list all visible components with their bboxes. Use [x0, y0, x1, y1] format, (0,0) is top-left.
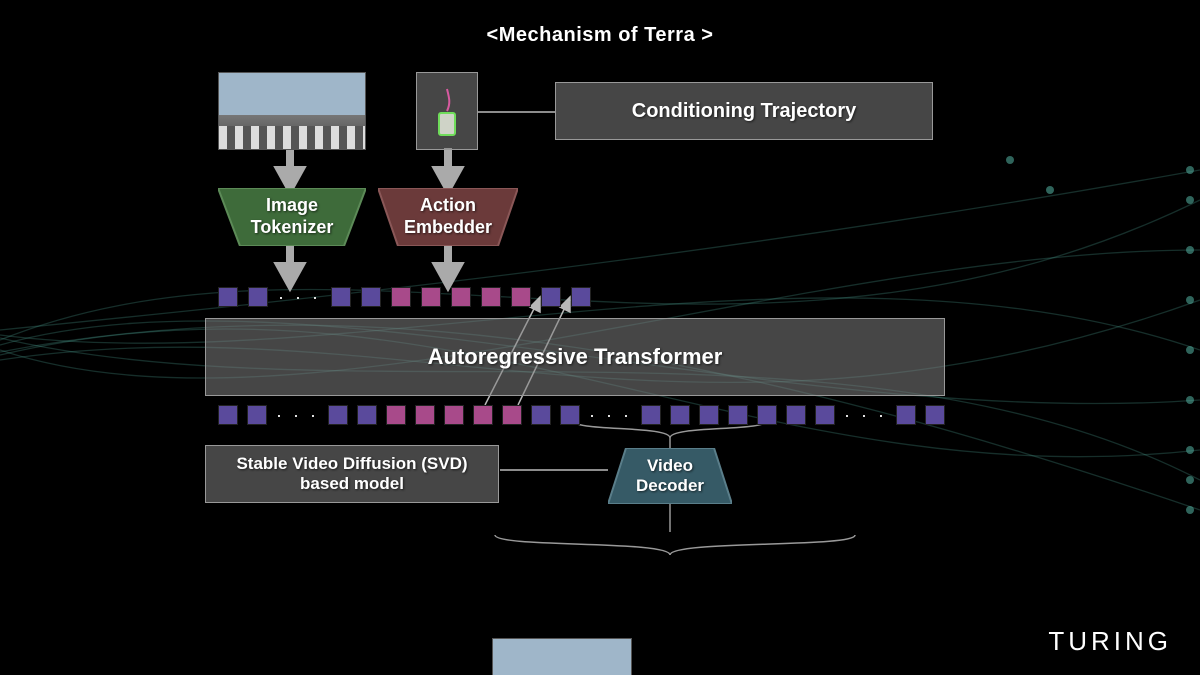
token-purple — [560, 405, 580, 425]
trajectory-glyph-icon — [427, 83, 467, 139]
input-frame-thumbnail — [218, 72, 366, 150]
diagram-canvas: <Mechanism of Terra > Conditioning Traje… — [0, 0, 1200, 675]
token-magenta — [386, 405, 406, 425]
token-ellipsis: · · · — [589, 405, 632, 426]
token-purple — [757, 405, 777, 425]
token-purple — [670, 405, 690, 425]
diagram-title: <Mechanism of Terra > — [0, 24, 1200, 47]
token-purple — [218, 287, 238, 307]
token-purple — [925, 405, 945, 425]
token-magenta — [421, 287, 441, 307]
image-tokenizer-label: Image Tokenizer — [251, 195, 334, 238]
token-magenta — [481, 287, 501, 307]
token-purple — [357, 405, 377, 425]
output-frame-1 — [492, 638, 632, 675]
svd-box: Stable Video Diffusion (SVD) based model — [205, 445, 499, 503]
token-purple — [786, 405, 806, 425]
token-magenta — [473, 405, 493, 425]
token-purple — [571, 287, 591, 307]
token-purple — [247, 405, 267, 425]
conditioning-trajectory-label: Conditioning Trajectory — [632, 99, 856, 123]
token-purple — [361, 287, 381, 307]
token-magenta — [444, 405, 464, 425]
token-purple — [641, 405, 661, 425]
token-purple — [531, 405, 551, 425]
token-purple — [331, 287, 351, 307]
token-magenta — [415, 405, 435, 425]
token-purple — [699, 405, 719, 425]
autoregressive-transformer-label: Autoregressive Transformer — [428, 344, 723, 370]
token-purple — [728, 405, 748, 425]
token-purple — [328, 405, 348, 425]
conditioning-trajectory-box: Conditioning Trajectory — [555, 82, 933, 140]
bottom-token-row: · · · · · · · · · — [218, 404, 945, 426]
token-magenta — [502, 405, 522, 425]
token-purple — [248, 287, 268, 307]
token-magenta — [511, 287, 531, 307]
trajectory-glyph-box — [416, 72, 478, 150]
token-purple — [815, 405, 835, 425]
token-ellipsis: · · · — [276, 405, 319, 426]
token-purple — [896, 405, 916, 425]
token-magenta — [451, 287, 471, 307]
svd-label: Stable Video Diffusion (SVD) based model — [236, 454, 467, 495]
token-ellipsis: · · · — [844, 405, 887, 426]
action-embedder-label: Action Embedder — [404, 195, 492, 238]
token-ellipsis: · · · — [278, 287, 321, 308]
top-token-row: · · · — [218, 286, 591, 308]
token-purple — [541, 287, 561, 307]
video-decoder-label: Video Decoder — [636, 456, 704, 497]
token-purple — [218, 405, 238, 425]
token-magenta — [391, 287, 411, 307]
brand-logo: TURING — [1048, 626, 1172, 657]
autoregressive-transformer-box: Autoregressive Transformer — [205, 318, 945, 396]
